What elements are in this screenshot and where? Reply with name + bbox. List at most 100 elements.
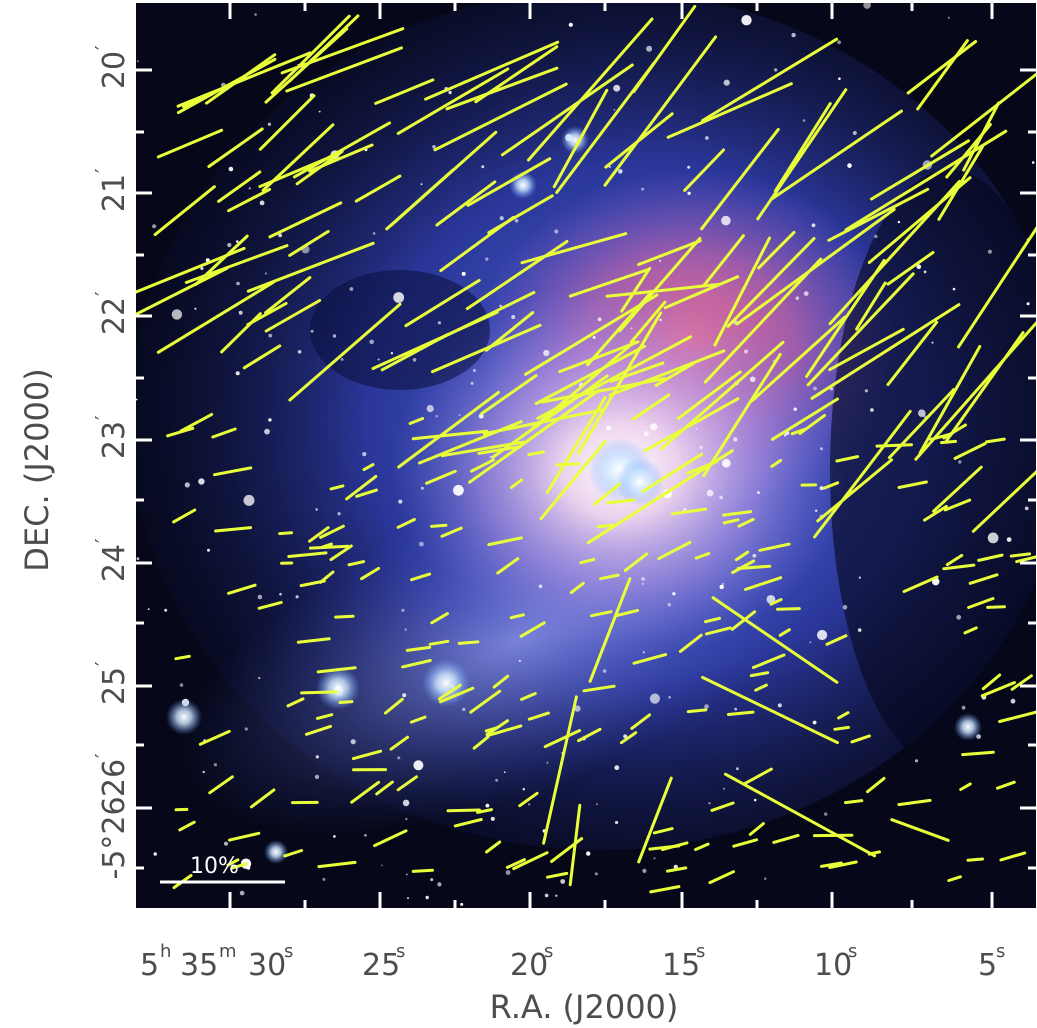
star — [614, 765, 620, 771]
polarization-vector — [870, 139, 970, 201]
polarization-vector — [217, 170, 262, 203]
polarization-vector — [174, 654, 191, 661]
star — [314, 774, 320, 780]
star — [858, 576, 861, 579]
star — [838, 77, 841, 80]
polarization-vector — [384, 697, 404, 715]
polarization-vector — [648, 844, 681, 851]
polarization-vector — [524, 293, 659, 376]
x-tick-hours: 5 — [140, 948, 159, 983]
scale-bar-label: 10% — [190, 854, 239, 879]
polarization-vector — [906, 40, 978, 95]
star — [377, 358, 380, 361]
star — [749, 376, 756, 383]
polarization-vector — [500, 63, 634, 157]
bright-star — [264, 840, 288, 864]
star — [546, 761, 549, 764]
polarization-vector — [283, 849, 304, 858]
polarization-vector — [214, 526, 253, 533]
star — [213, 763, 217, 767]
polarization-vector — [730, 610, 757, 631]
polarization-vector — [242, 344, 282, 370]
polarization-vector — [820, 861, 843, 868]
star — [310, 329, 314, 333]
svg-text:s: s — [996, 941, 1005, 962]
polarization-vector — [886, 320, 939, 387]
star — [369, 339, 375, 345]
polarization-vector — [810, 303, 961, 400]
star — [837, 40, 841, 45]
polarization-vector — [701, 37, 839, 122]
polarization-vector — [1009, 552, 1032, 558]
polarization-vector — [258, 94, 316, 151]
star — [774, 68, 778, 72]
polarization-vector — [308, 143, 374, 173]
star — [179, 683, 184, 687]
star — [200, 267, 204, 270]
polarization-vector — [408, 417, 425, 425]
polarization-vector — [953, 442, 987, 460]
polarization-vector — [886, 251, 935, 286]
x-tick-minutes: 35 — [180, 948, 218, 983]
polarization-vector — [932, 465, 983, 513]
frame-ticks — [136, 3, 1036, 908]
polarization-vector — [527, 711, 550, 721]
polarization-vector — [844, 799, 864, 805]
polarization-vector — [734, 550, 750, 562]
polarization-vector — [296, 637, 331, 644]
svg-text:26: 26 — [97, 759, 132, 797]
star — [420, 183, 423, 186]
star — [460, 902, 464, 906]
polarization-vector — [249, 788, 276, 809]
star — [719, 495, 723, 500]
polarization-vector — [623, 552, 649, 572]
polarization-vector — [439, 686, 475, 704]
star — [297, 350, 302, 354]
star — [783, 434, 787, 437]
star — [802, 119, 806, 122]
svg-text:22: 22 — [97, 297, 132, 335]
polarization-vector — [334, 614, 355, 619]
star — [470, 381, 474, 385]
polarization-vector — [288, 229, 330, 257]
star — [419, 541, 424, 547]
polarization-vector — [509, 613, 525, 620]
polarization-vector — [404, 278, 481, 328]
star — [606, 425, 612, 431]
polarization-vector — [389, 735, 410, 751]
polarization-vector — [198, 729, 231, 746]
polarization-vector — [599, 573, 620, 581]
polarization-vector — [744, 576, 783, 591]
star — [923, 270, 927, 274]
polarization-vector — [480, 374, 538, 415]
polarization-vector — [999, 851, 1027, 862]
polarization-vector — [411, 868, 434, 873]
polarization-vector — [866, 776, 886, 794]
polarization-vector — [374, 78, 435, 105]
polarization-vector — [816, 458, 893, 523]
polarization-vector — [527, 450, 545, 457]
star — [136, 60, 139, 63]
star — [705, 136, 709, 140]
star — [278, 233, 282, 238]
star — [412, 358, 417, 362]
polarization-vector — [828, 860, 858, 869]
star — [947, 16, 950, 19]
star — [420, 486, 424, 490]
polarization-vector — [457, 640, 480, 645]
polarization-vector — [778, 628, 791, 637]
polarization-vector — [485, 724, 523, 738]
polarization-vector — [776, 607, 801, 611]
star — [708, 802, 711, 805]
polarization-vector — [360, 566, 381, 581]
polarization-vector — [722, 510, 753, 517]
svg-text:s: s — [696, 941, 705, 962]
polarization-vector — [579, 558, 596, 565]
star — [236, 240, 239, 243]
polarization-vector — [270, 14, 351, 95]
polarization-vector — [292, 121, 392, 179]
star — [695, 428, 698, 430]
star — [736, 767, 739, 771]
polarization-vector — [914, 321, 1036, 461]
y-tick-label-22: 22 ′ — [91, 291, 132, 335]
